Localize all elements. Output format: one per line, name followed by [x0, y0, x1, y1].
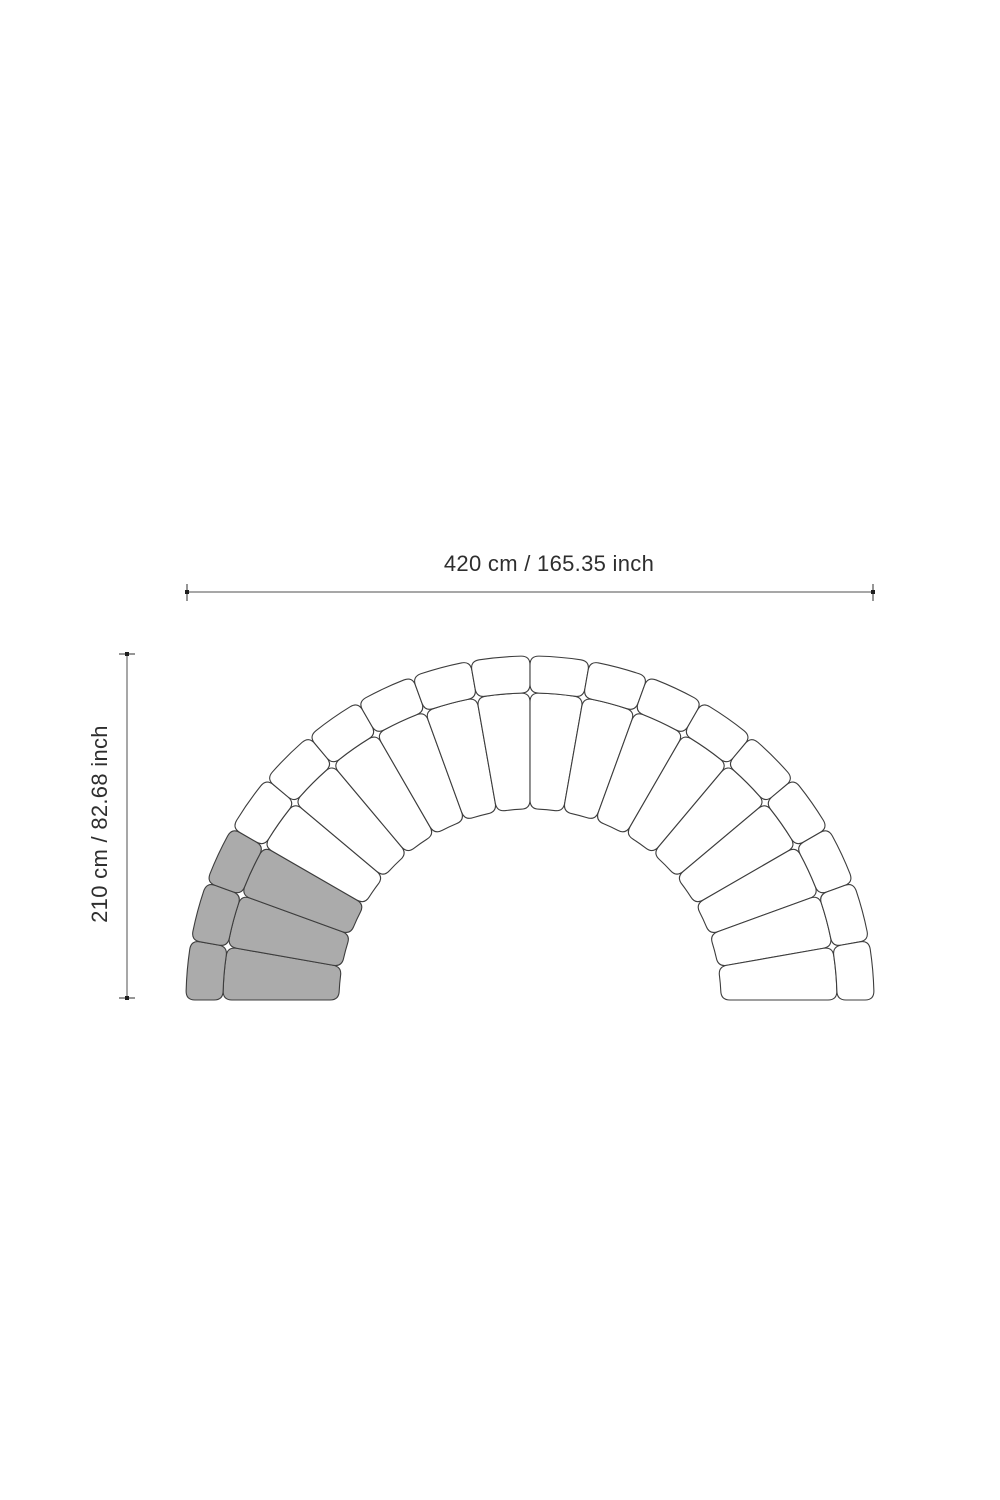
- sofa-module-10-backrest: [529, 655, 589, 697]
- width-dimension-label: 420 cm / 165.35 inch: [443, 551, 655, 576]
- sofa-module-5-backrest: [269, 739, 331, 801]
- sofa-module-13-backrest: [685, 704, 749, 763]
- sofa-module-3-backrest: [208, 830, 262, 894]
- sofa-module-16-backrest: [798, 830, 852, 894]
- sofa-module-2-backrest: [192, 884, 240, 946]
- sofa-modules: [185, 655, 875, 1001]
- sofa-module-15-backrest: [767, 781, 826, 845]
- sofa-module-14-backrest: [729, 739, 791, 801]
- sofa-module-12-backrest: [636, 678, 700, 732]
- dimension-end-dot: [185, 590, 189, 594]
- dimension-end-dot: [871, 590, 875, 594]
- sofa-module-1-backrest: [185, 941, 227, 1001]
- sofa-module-11-backrest: [584, 662, 646, 710]
- sofa-module-18-backrest: [833, 941, 875, 1001]
- sofa-module-17-backrest: [820, 884, 868, 946]
- sofa-module-4-backrest: [234, 781, 293, 845]
- dimension-lines: [119, 584, 875, 1000]
- sofa-module-7-backrest: [360, 678, 424, 732]
- dimension-end-dot: [125, 996, 129, 1000]
- sofa-module-8-backrest: [414, 662, 476, 710]
- dimension-end-dot: [125, 652, 129, 656]
- sofa-module-9-backrest: [471, 655, 531, 697]
- sofa-module-6-backrest: [311, 704, 375, 763]
